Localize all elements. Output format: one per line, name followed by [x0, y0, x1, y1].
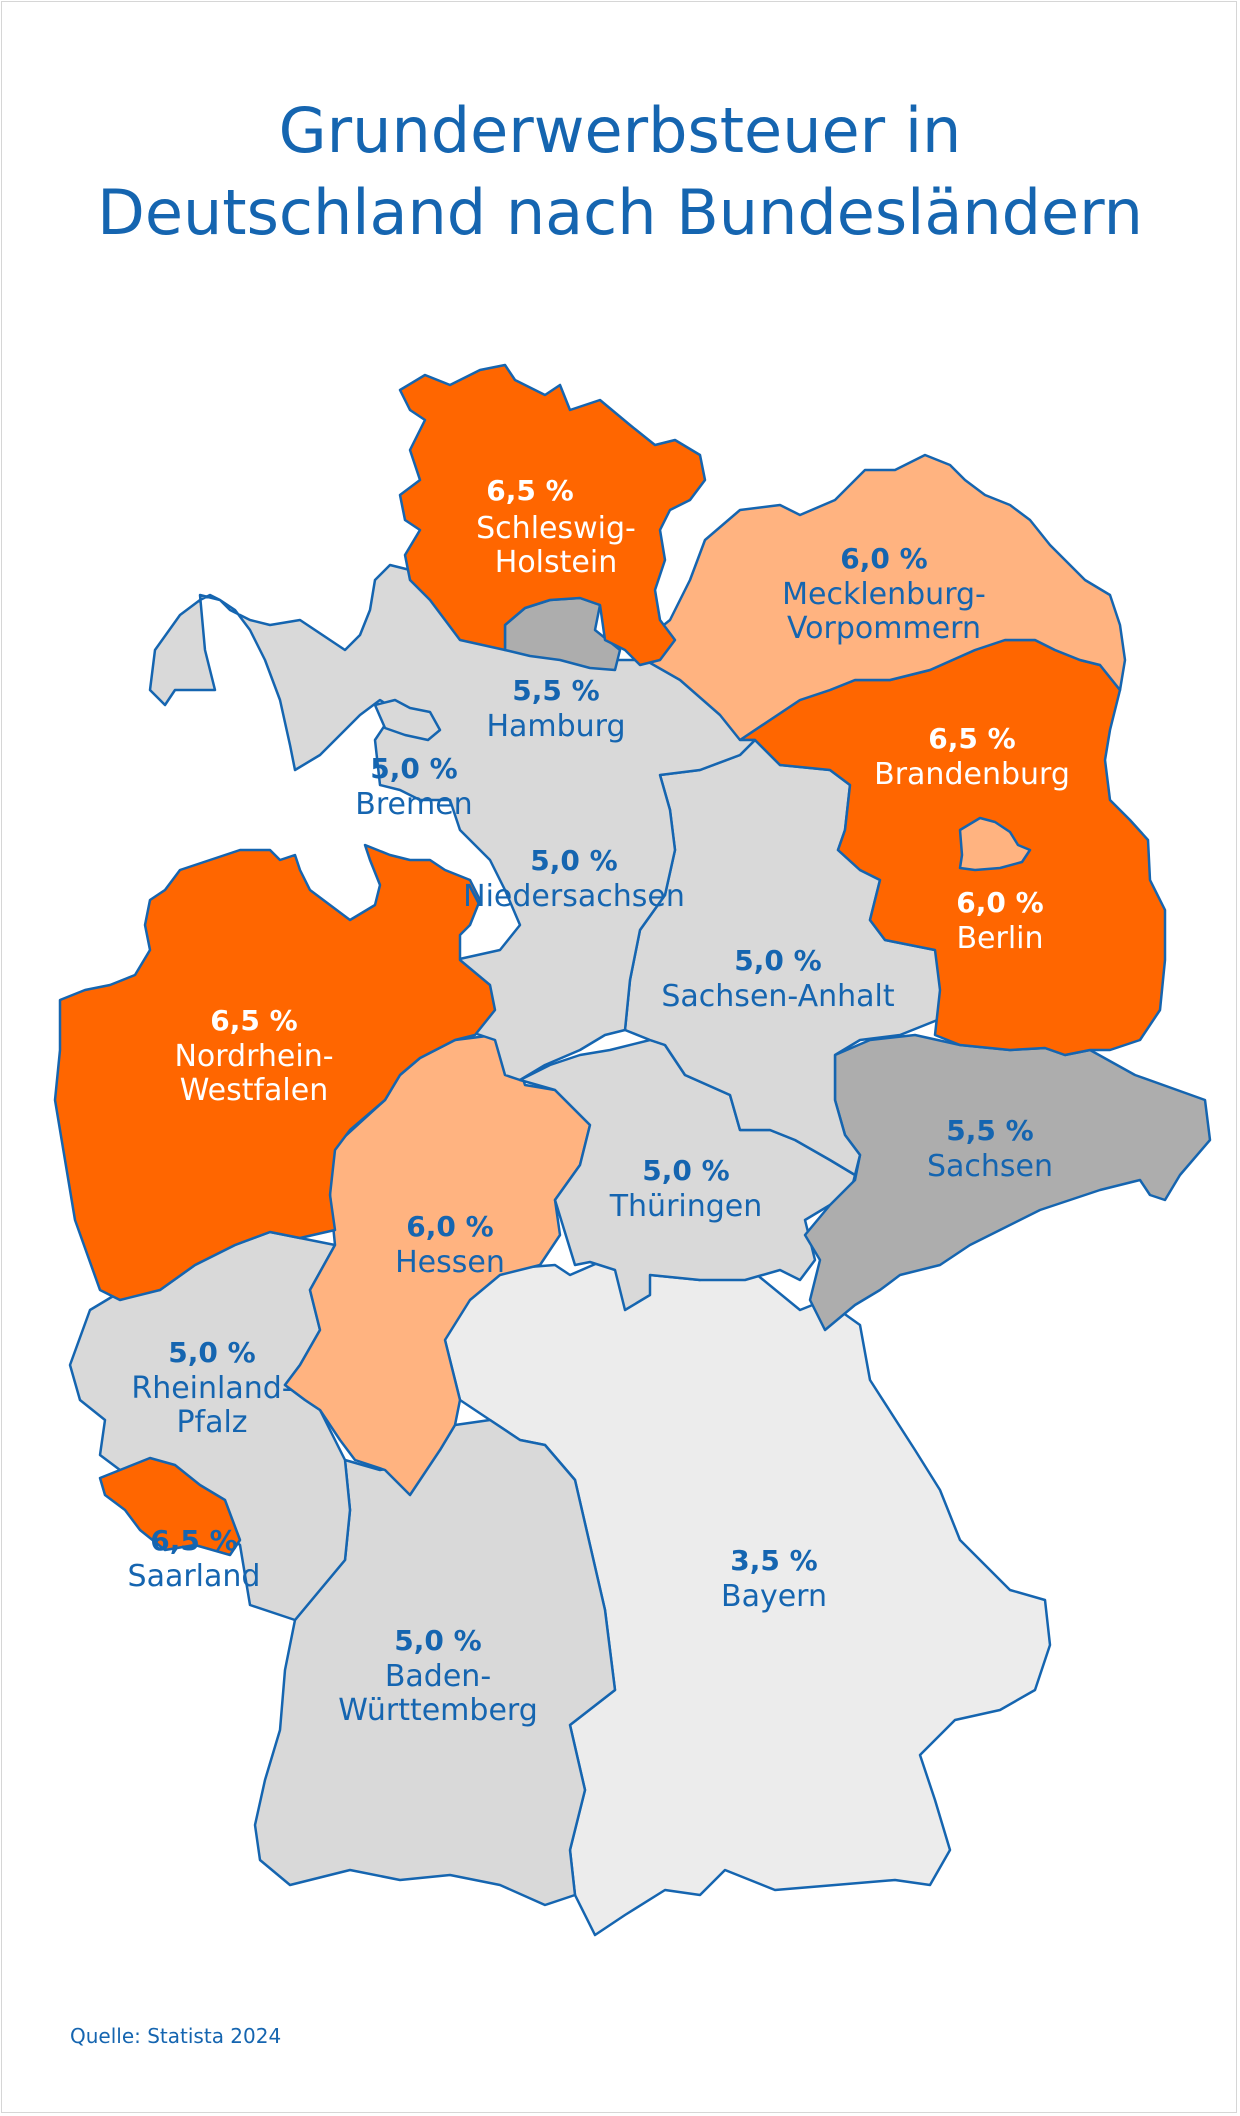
state-baden-wuerttemberg[interactable] — [253, 1418, 617, 1907]
label-rlp-name1: Rheinland- — [131, 1371, 292, 1406]
label-schleswig-holstein-pct: 6,5 % — [486, 474, 573, 507]
label-sachsen-pct: 5,5 % — [946, 1114, 1033, 1147]
label-sachsen-anhalt-pct: 5,0 % — [734, 944, 821, 977]
label-bayern-pct: 3,5 % — [730, 1544, 817, 1577]
label-bremen-pct: 5,0 % — [370, 752, 457, 785]
label-schleswig-holstein-name1: Schleswig- — [476, 511, 636, 546]
label-hessen-pct: 6,0 % — [406, 1210, 493, 1243]
state-mecklenburg-vorpommern[interactable] — [643, 453, 1127, 742]
label-hessen-name1: Hessen — [395, 1245, 505, 1280]
label-niedersachsen-name1: Niedersachsen — [463, 879, 685, 914]
label-bw-name1: Baden- — [385, 1659, 491, 1694]
state-niedersachsen[interactable] — [148, 563, 757, 1082]
label-thueringen-name1: Thüringen — [609, 1189, 763, 1224]
label-saarland-name1: Saarland — [128, 1559, 261, 1594]
label-bremen-name1: Bremen — [355, 787, 472, 822]
title-line-2: Deutschland nach Bundesländern — [97, 176, 1143, 249]
label-niedersachsen-pct: 5,0 % — [530, 844, 617, 877]
state-saarland[interactable] — [98, 1456, 242, 1557]
label-berlin-pct: 6,0 % — [956, 886, 1043, 919]
state-nordrhein-westfalen[interactable] — [53, 843, 497, 1302]
label-mv-name2: Vorpommern — [787, 611, 981, 646]
label-bayern-name1: Bayern — [721, 1579, 827, 1614]
label-nrw-pct: 6,5 % — [210, 1004, 297, 1037]
label-schleswig-holstein-name2: Holstein — [495, 545, 617, 580]
title-line-1: Grunderwerbsteuer in — [278, 94, 962, 167]
state-bremen[interactable] — [373, 698, 442, 742]
label-brandenburg-pct: 6,5 % — [928, 722, 1015, 755]
state-labels: 6,5 % Schleswig- Holstein 5,5 % Hamburg … — [128, 474, 1070, 1728]
label-nrw-name1: Nordrhein- — [174, 1039, 333, 1074]
label-nrw-name2: Westfalen — [180, 1073, 329, 1108]
label-bw-name2: Württemberg — [338, 1693, 538, 1728]
label-sachsen-name1: Sachsen — [927, 1149, 1053, 1184]
state-berlin[interactable] — [958, 816, 1032, 872]
source-note: Quelle: Statista 2024 — [70, 2024, 282, 2048]
label-bw-pct: 5,0 % — [394, 1624, 481, 1657]
label-saarland-pct: 6,5 % — [150, 1524, 237, 1557]
label-berlin-name1: Berlin — [956, 921, 1043, 956]
label-thueringen-pct: 5,0 % — [642, 1154, 729, 1187]
label-rlp-pct: 5,0 % — [168, 1336, 255, 1369]
label-rlp-name2: Pfalz — [176, 1405, 247, 1440]
label-hamburg-pct: 5,5 % — [512, 674, 599, 707]
label-mv-pct: 6,0 % — [840, 542, 927, 575]
label-brandenburg-name1: Brandenburg — [874, 757, 1070, 792]
state-schleswig-holstein[interactable] — [398, 363, 707, 667]
label-hamburg-name1: Hamburg — [486, 709, 625, 744]
state-shapes — [53, 363, 1212, 1937]
label-mv-name1: Mecklenburg- — [782, 577, 986, 612]
label-sachsen-anhalt-name1: Sachsen-Anhalt — [661, 979, 894, 1014]
